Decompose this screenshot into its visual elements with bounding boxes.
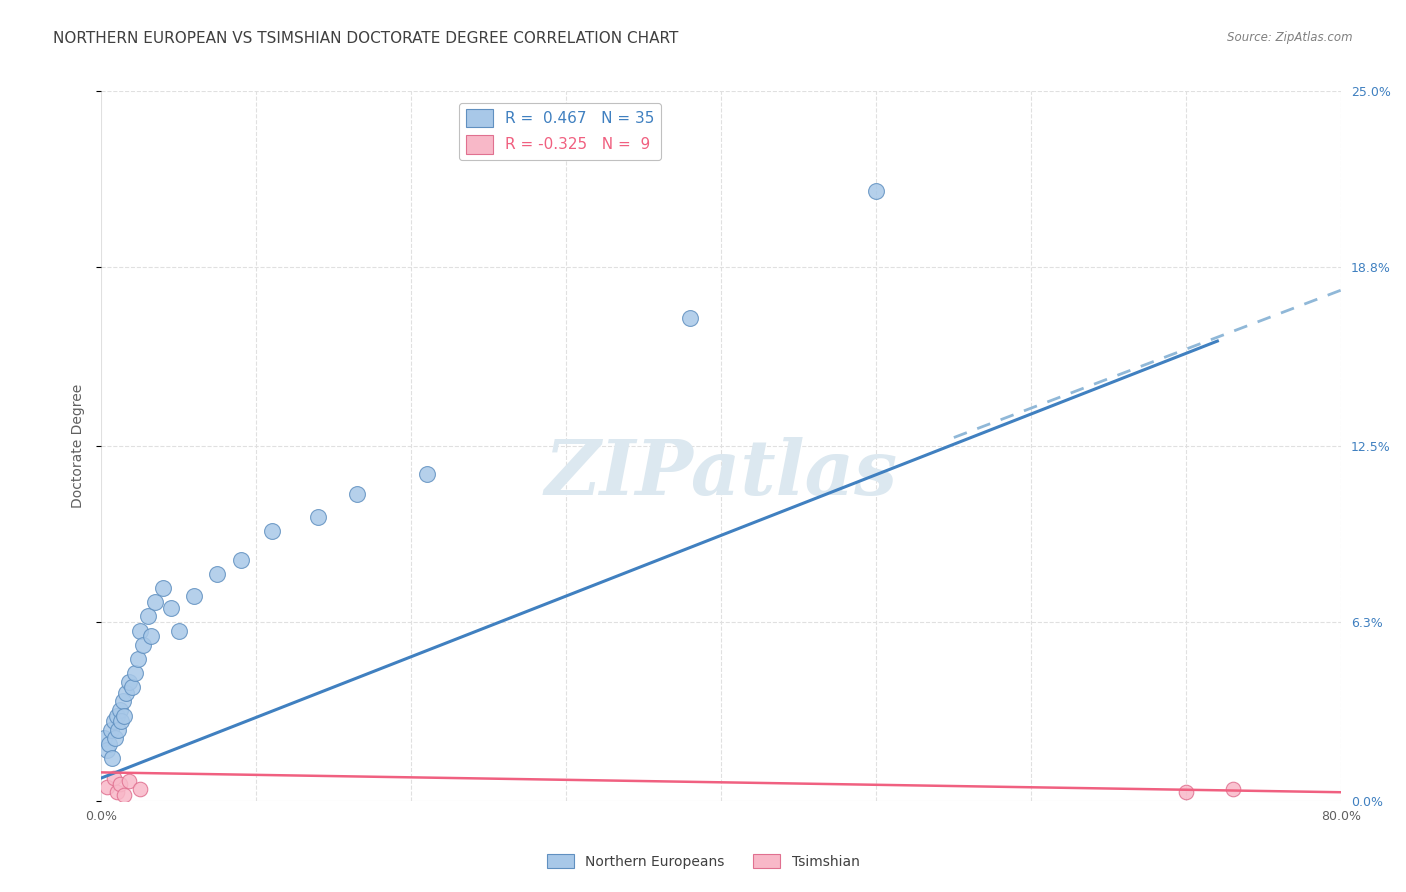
Point [118, 773, 141, 788]
Point [121, 680, 143, 694]
Point [136, 609, 159, 624]
Point [865, 184, 887, 198]
Point [132, 638, 155, 652]
Text: NORTHERN EUROPEAN VS TSIMSHIAN DOCTORATE DEGREE CORRELATION CHART: NORTHERN EUROPEAN VS TSIMSHIAN DOCTORATE… [53, 31, 679, 46]
Point [124, 666, 146, 681]
Y-axis label: Doctorate Degree: Doctorate Degree [72, 384, 86, 508]
Legend: R =  0.467   N = 35, R = -0.325   N =  9: R = 0.467 N = 35, R = -0.325 N = 9 [460, 103, 661, 160]
Point [183, 590, 205, 604]
Point [152, 581, 174, 595]
Point [107, 723, 129, 737]
Point [105, 708, 128, 723]
Point [129, 624, 152, 638]
Point [93, 731, 115, 746]
Point [108, 703, 131, 717]
Point [229, 552, 252, 566]
Point [104, 731, 127, 746]
Point [105, 785, 128, 799]
Point [307, 510, 329, 524]
Point [127, 652, 149, 666]
Point [101, 751, 124, 765]
Point [108, 777, 131, 791]
Point [114, 788, 136, 802]
Point [160, 600, 183, 615]
Point [346, 487, 368, 501]
Point [115, 686, 138, 700]
Point [118, 674, 141, 689]
Point [679, 311, 702, 326]
Text: Source: ZipAtlas.com: Source: ZipAtlas.com [1227, 31, 1353, 45]
Point [1175, 785, 1198, 799]
Point [139, 629, 162, 643]
Point [167, 624, 190, 638]
Point [96, 742, 118, 756]
Point [416, 467, 439, 482]
Point [145, 595, 167, 609]
Point [111, 694, 134, 708]
Point [114, 708, 136, 723]
Point [103, 714, 125, 729]
Point [100, 723, 122, 737]
Legend: Northern Europeans, Tsimshian: Northern Europeans, Tsimshian [541, 848, 865, 874]
Point [207, 566, 229, 581]
Point [97, 737, 120, 751]
Point [1222, 782, 1244, 797]
Point [103, 771, 125, 785]
Point [260, 524, 283, 539]
Text: ZIPatlas: ZIPatlas [544, 437, 898, 511]
Point [96, 780, 118, 794]
Point [129, 782, 152, 797]
Point [110, 714, 132, 729]
